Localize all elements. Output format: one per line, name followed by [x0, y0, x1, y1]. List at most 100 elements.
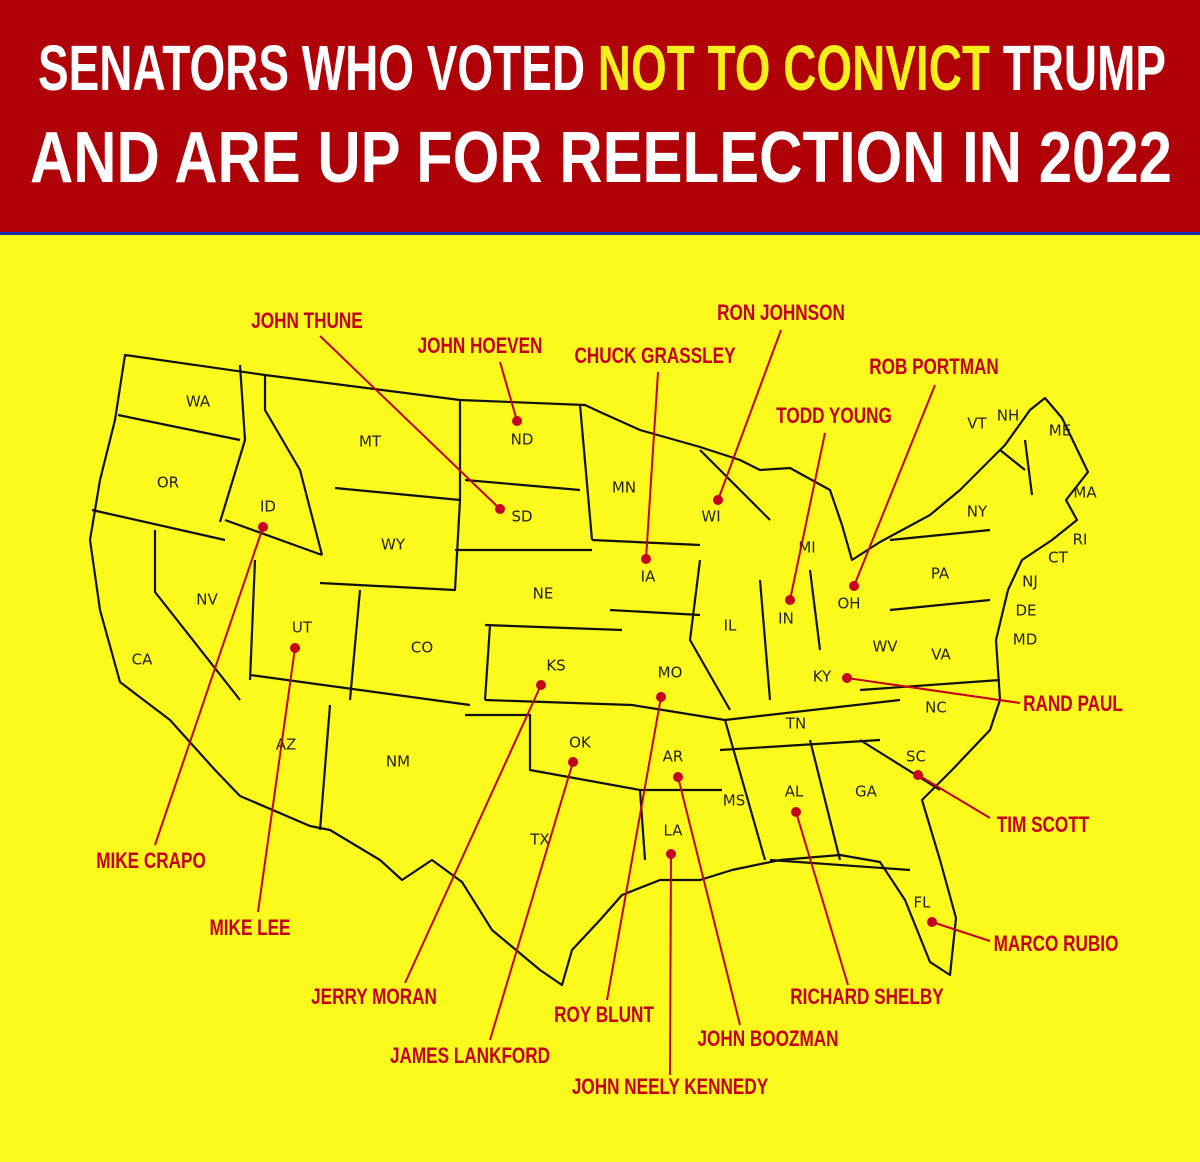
- leader-line: [853, 384, 936, 587]
- senator-name: JOHN HOEVEN: [418, 334, 543, 359]
- state-label: IA: [641, 568, 656, 586]
- state-label: ME: [1049, 422, 1071, 440]
- state-label: NH: [997, 407, 1020, 425]
- leader-line: [717, 329, 782, 501]
- leader-line: [154, 526, 264, 846]
- state-label: OH: [837, 595, 860, 613]
- state-label: ND: [511, 431, 534, 449]
- us-map: WA OR CA NV ID MT WY UT CO AZ NM ND SD NE KS OK TX MN IA MO…: [88, 353, 1097, 987]
- state-label: FL: [914, 894, 932, 912]
- leader-line: [931, 921, 991, 942]
- title-line-2: AND ARE UP FOR REELECTION IN 2022: [30, 118, 1172, 198]
- state-dot: [536, 680, 546, 690]
- leader-line: [645, 371, 659, 560]
- state-dot: [495, 504, 505, 514]
- state-label: WI: [701, 508, 720, 526]
- senator-name: JAMES LANKFORD: [390, 1044, 550, 1069]
- state-label: NC: [925, 699, 947, 717]
- state-label: TX: [529, 831, 549, 849]
- leader-line: [404, 684, 542, 984]
- senator-name: ROY BLUNT: [554, 1003, 654, 1028]
- senator-name: CHUCK GRASSLEY: [574, 344, 735, 369]
- senator-name: RAND PAUL: [1023, 692, 1123, 717]
- state-label: UT: [292, 619, 313, 637]
- title-highlight: NOT TO CONVICT: [598, 32, 990, 104]
- state-label: CT: [1048, 549, 1068, 567]
- state-dot: [666, 849, 676, 859]
- state-label: WY: [381, 536, 406, 554]
- leader-line: [669, 853, 672, 1076]
- state-label: KS: [546, 657, 565, 675]
- state-label: KY: [813, 668, 832, 686]
- title-text: SENATORS WHO VOTED: [38, 32, 585, 104]
- state-dot: [568, 757, 578, 767]
- state-dot: [785, 595, 795, 605]
- state-label: OR: [157, 474, 179, 492]
- header-rule: [0, 232, 1200, 235]
- leader-line: [917, 774, 991, 819]
- state-label: WA: [186, 393, 211, 411]
- leader-line: [789, 432, 826, 601]
- state-label: RI: [1073, 531, 1088, 549]
- us-outline: [88, 353, 1090, 987]
- senator-name: ROB PORTMAN: [869, 355, 999, 380]
- state-dot: [290, 643, 300, 653]
- state-label: SD: [511, 508, 532, 526]
- state-dot: [713, 495, 723, 505]
- state-label: PA: [931, 565, 950, 583]
- state-label: AL: [785, 783, 804, 801]
- leader-line: [499, 361, 518, 422]
- senator-name: JOHN THUNE: [251, 309, 362, 334]
- state-label: ID: [260, 498, 276, 516]
- senator-name: TODD YOUNG: [776, 404, 892, 429]
- leader-line: [257, 647, 296, 913]
- state-dot: [673, 772, 683, 782]
- leader-line: [795, 811, 849, 986]
- leader-line: [846, 677, 1021, 704]
- leader-line: [489, 761, 574, 1041]
- senator-name: JOHN NEELY KENNEDY: [572, 1075, 768, 1100]
- state-label: NE: [533, 585, 554, 603]
- state-dot: [791, 807, 801, 817]
- state-label: MD: [1013, 631, 1038, 649]
- state-dot: [927, 917, 937, 927]
- state-label: DE: [1015, 602, 1036, 620]
- title-line-1: SENATORS WHO VOTED NOT TO CONVICT TRUMP: [38, 32, 1166, 104]
- state-dot: [258, 522, 268, 532]
- state-label: WV: [872, 638, 898, 656]
- senator-name: JOHN BOOZMAN: [697, 1027, 838, 1052]
- leader-line: [677, 776, 741, 1026]
- state-label: MA: [1073, 484, 1097, 502]
- state-dot: [512, 416, 522, 426]
- senator-name: JERRY MORAN: [311, 985, 437, 1010]
- title-text: TRUMP: [1003, 32, 1166, 104]
- state-label: MO: [658, 664, 683, 682]
- state-label: NM: [386, 753, 410, 771]
- state-label: LA: [664, 822, 684, 840]
- state-dot: [842, 673, 852, 683]
- senator-name: RON JOHNSON: [717, 301, 845, 326]
- state-label: MN: [612, 479, 636, 497]
- state-dot: [913, 770, 923, 780]
- state-label: TN: [785, 715, 806, 733]
- state-label: MT: [359, 433, 382, 451]
- state-label: OK: [569, 734, 592, 752]
- senator-name: TIM SCOTT: [997, 813, 1089, 838]
- senator-name: MIKE CRAPO: [96, 849, 206, 874]
- senator-name: MARCO RUBIO: [994, 932, 1119, 957]
- header-band: [0, 0, 1200, 233]
- state-label: IL: [724, 617, 737, 635]
- state-dot: [641, 554, 651, 564]
- state-label: NJ: [1022, 573, 1038, 591]
- state-dot: [849, 581, 859, 591]
- state-label: CA: [132, 651, 153, 669]
- state-label: IN: [778, 610, 794, 628]
- state-label: VA: [931, 646, 951, 664]
- state-label: CO: [411, 639, 433, 657]
- state-label: NY: [967, 503, 988, 521]
- senator-name: RICHARD SHELBY: [790, 985, 943, 1010]
- leader-line: [319, 335, 501, 510]
- state-label: SC: [906, 748, 926, 766]
- state-label: MS: [723, 792, 745, 810]
